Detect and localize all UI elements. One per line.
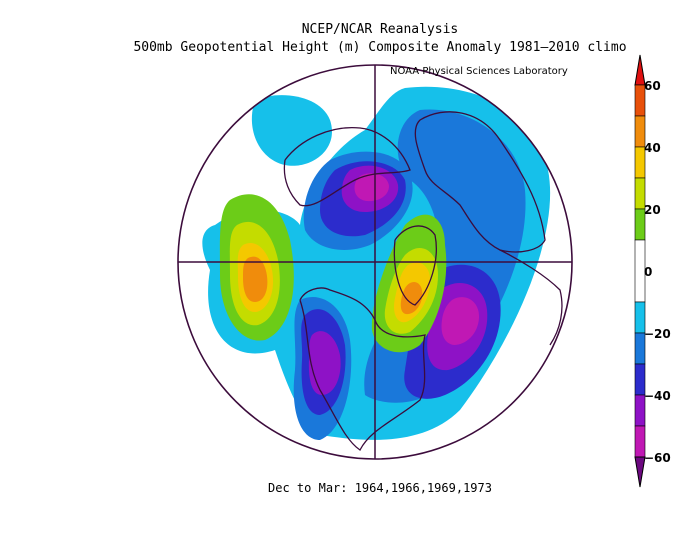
colorbar-label: −20 xyxy=(644,327,671,341)
europe-asia-coastline xyxy=(414,111,546,253)
colorbar-label: −60 xyxy=(644,451,671,465)
anomaly-band-plus40 xyxy=(243,256,268,302)
map-boundary xyxy=(177,64,573,460)
anomaly-band-minus50 xyxy=(354,173,389,202)
colorbar-label: 20 xyxy=(644,203,661,217)
colorbar-label: 40 xyxy=(644,141,661,155)
colorbar-bottom-arrow xyxy=(634,456,646,488)
hemisphere-map xyxy=(177,64,573,460)
anomaly-field xyxy=(202,86,551,440)
north-america-coastline xyxy=(299,287,426,451)
coastlines xyxy=(283,111,563,451)
siberia-coastline xyxy=(283,126,411,207)
colorbar-label: 60 xyxy=(644,79,661,93)
colorbar-label: 0 xyxy=(644,265,653,279)
colorbar xyxy=(634,54,646,488)
map-subtitle: 500mb Geopotential Height (m) Composite … xyxy=(133,40,627,55)
anomaly-band-minus40 xyxy=(308,331,341,395)
africa-coastline xyxy=(499,249,563,346)
greenland-coastline xyxy=(393,225,437,306)
map-title: NCEP/NCAR Reanalysis xyxy=(301,22,459,37)
anomaly-band-plus40 xyxy=(400,281,423,315)
date-caption: Dec to Mar: 1964,1966,1969,1973 xyxy=(268,481,492,495)
colorbar-bands xyxy=(634,84,646,458)
anomaly-band-minus10 xyxy=(251,95,332,166)
anomaly-band-minus50 xyxy=(441,297,480,345)
colorbar-label: −40 xyxy=(644,389,671,403)
credit-label: NOAA Physical Sciences Laboratory xyxy=(390,66,568,77)
